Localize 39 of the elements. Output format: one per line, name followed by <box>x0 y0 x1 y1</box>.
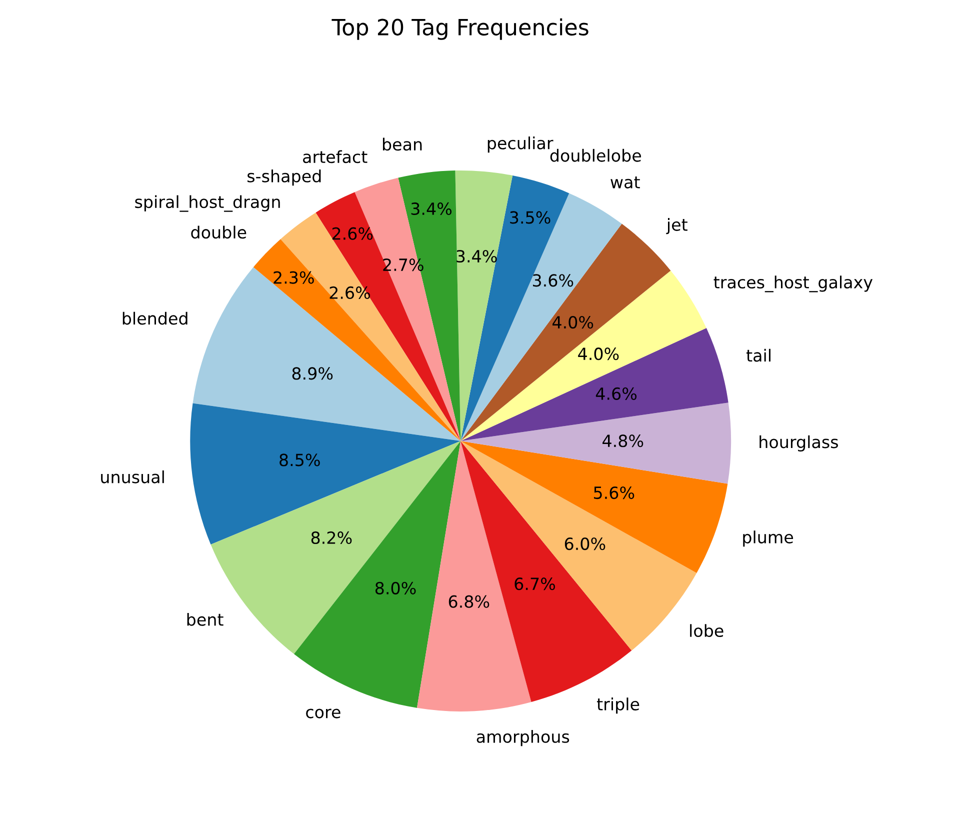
slice-label: lobe <box>690 624 724 638</box>
data-label: 3.4% <box>411 202 452 216</box>
slice-label: blended <box>122 312 188 325</box>
slice-label: spiral_host_dragn <box>135 195 280 212</box>
data-label: 5.6% <box>594 486 634 500</box>
data-label: 2.3% <box>274 271 314 284</box>
slice-label: hourglass <box>760 435 838 452</box>
data-label: 3.6% <box>532 274 574 287</box>
data-label: 4.0% <box>578 348 619 360</box>
slice-label: core <box>306 708 340 718</box>
chart-title: Top 20 Tag Frequencies <box>332 18 588 40</box>
data-label: 6.7% <box>514 578 555 590</box>
data-label: 8.0% <box>375 582 416 594</box>
data-label: 6.0% <box>564 538 606 550</box>
data-label: 8.2% <box>311 531 352 544</box>
pie-slice <box>190 403 461 545</box>
slice-label: amorphous <box>476 730 570 746</box>
slice-label: triple <box>596 698 640 714</box>
data-label: 3.5% <box>510 211 550 224</box>
data-label: 8.9% <box>292 367 333 380</box>
pie-slice <box>460 402 732 484</box>
slice-label: jet <box>666 218 688 234</box>
slice-label: plume <box>743 530 794 547</box>
data-label: 8.5% <box>280 454 320 466</box>
data-label: 4.6% <box>596 387 637 400</box>
data-label: 4.8% <box>602 434 644 448</box>
slice-label: wat <box>610 176 640 188</box>
slice-label: double <box>191 226 246 239</box>
slice-label: artefact <box>303 150 368 164</box>
slice-label: unusual <box>101 470 164 484</box>
data-label: 6.8% <box>448 595 490 608</box>
data-label: 4.0% <box>552 316 594 329</box>
slice-label: traces_host_galaxy <box>714 276 873 292</box>
data-label: 2.6% <box>332 227 373 240</box>
data-label: 3.4% <box>456 250 497 263</box>
slice-label: bent <box>187 612 224 626</box>
slice-label: bean <box>382 138 422 151</box>
slice-label: s-shaped <box>248 170 321 186</box>
slice-label: tail <box>746 348 770 362</box>
